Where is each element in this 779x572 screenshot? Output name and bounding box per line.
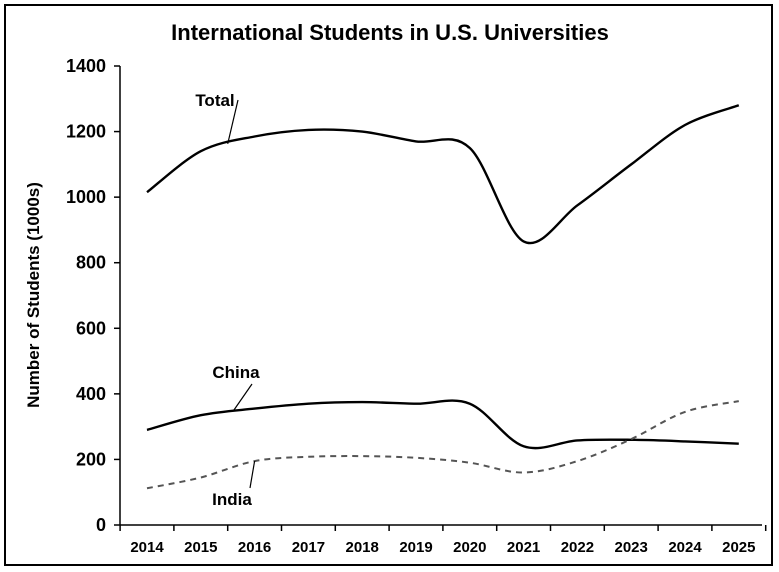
x-tick-label: 2016 xyxy=(238,539,271,556)
y-tick-label: 0 xyxy=(96,515,106,535)
chart-title: International Students in U.S. Universit… xyxy=(171,20,609,45)
series-label-leader-china xyxy=(232,383,253,412)
x-tick-label: 2025 xyxy=(722,539,755,556)
x-tick-label: 2014 xyxy=(130,539,164,556)
x-tick-label: 2024 xyxy=(668,539,702,556)
x-tick-label: 2017 xyxy=(292,539,325,556)
x-tick-label: 2022 xyxy=(561,539,594,556)
y-tick-label: 800 xyxy=(76,253,106,273)
series-label-india: India xyxy=(212,490,252,509)
axes: 0 200 400 600 800 1000 1200 1400 2014 2015 2016 201… xyxy=(66,56,767,556)
y-tick-label: 400 xyxy=(76,384,106,404)
y-tick-label: 200 xyxy=(76,449,106,469)
y-tick-label: 1000 xyxy=(66,187,106,207)
series-label-total: Total xyxy=(195,91,234,110)
series-line-india xyxy=(146,400,739,490)
series-layer xyxy=(146,104,740,490)
x-tick-label: 2018 xyxy=(346,539,379,556)
y-axis-label: Number of Students (1000s) xyxy=(24,182,43,408)
chart-frame xyxy=(4,4,773,566)
x-tick-label: 2021 xyxy=(507,539,540,556)
series-label-leader-total xyxy=(227,99,239,145)
y-tick-label: 1200 xyxy=(66,122,106,142)
series-labels: Total China India xyxy=(195,91,260,509)
y-tick-label: 1400 xyxy=(66,56,106,76)
y-tick-label: 600 xyxy=(76,318,106,338)
x-tick-label: 2023 xyxy=(615,539,648,556)
series-label-china: China xyxy=(212,363,260,382)
series-line-total xyxy=(146,104,740,245)
x-tick-label: 2019 xyxy=(399,539,432,556)
series-label-leader-india xyxy=(249,460,256,489)
x-tick-label: 2015 xyxy=(184,539,217,556)
series-line-china xyxy=(146,399,739,450)
x-tick-label: 2020 xyxy=(453,539,486,556)
